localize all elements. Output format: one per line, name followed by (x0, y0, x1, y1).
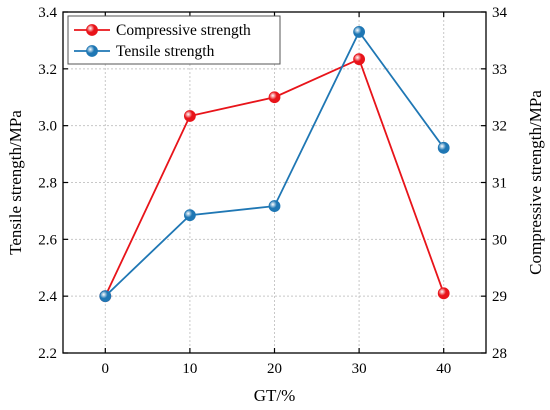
y-left-tick-label: 3.4 (38, 5, 57, 21)
x-tick-label: 20 (267, 361, 282, 377)
y-left-tick-label: 2.8 (38, 176, 57, 192)
y-right-tick-label: 30 (492, 232, 507, 248)
ticks: 0 10 20 30 40 2.2 2.4 2.6 2.8 3.0 3.2 3.4 28 29 30 31 32… (38, 5, 507, 377)
x-tick-label: 0 (102, 361, 110, 377)
y-right-tick-label: 31 (492, 176, 507, 192)
compressive-strength-point (437, 287, 450, 300)
legend-swatch-marker (86, 24, 98, 36)
tensile-strength-point (183, 209, 196, 222)
x-tick-label: 30 (352, 361, 367, 377)
y-right-tick-label: 28 (492, 346, 507, 362)
y-left-tick-label: 2.6 (38, 232, 57, 248)
legend-swatch-marker (86, 45, 98, 57)
tensile-strength-point (353, 25, 366, 38)
x-tick-label: 40 (436, 361, 451, 377)
x-tick-label: 10 (182, 361, 197, 377)
y-left-tick-label: 3.0 (38, 119, 57, 135)
compressive-strength-point (183, 110, 196, 122)
legend-label-compressive-strength: Compressive strength (116, 22, 251, 39)
legend: Compressive strength Tensile strength (67, 15, 281, 65)
x-axis-title: GT/% (254, 386, 296, 405)
legend-label-tensile-strength: Tensile strength (116, 43, 215, 60)
tensile-strength-point (99, 290, 112, 303)
legend-box (67, 15, 281, 65)
y-axis-right-title: Compressive strength/MPa (526, 90, 545, 275)
series-layer (99, 25, 450, 303)
y-right-tick-label: 29 (492, 289, 507, 305)
y-left-tick-label: 3.2 (38, 62, 57, 78)
tensile-strength-point (268, 200, 281, 212)
y-right-tick-label: 32 (492, 119, 507, 135)
compressive-strength-point (353, 53, 366, 66)
y-left-tick-label: 2.2 (38, 346, 57, 362)
y-left-tick-label: 2.4 (38, 289, 57, 305)
y-right-tick-label: 33 (492, 62, 507, 78)
compressive-strength-point (268, 91, 281, 104)
tensile-strength-point (437, 141, 450, 154)
y-right-tick-label: 34 (492, 5, 508, 21)
y-axis-left-title: Tensile strength/MPa (6, 110, 25, 255)
